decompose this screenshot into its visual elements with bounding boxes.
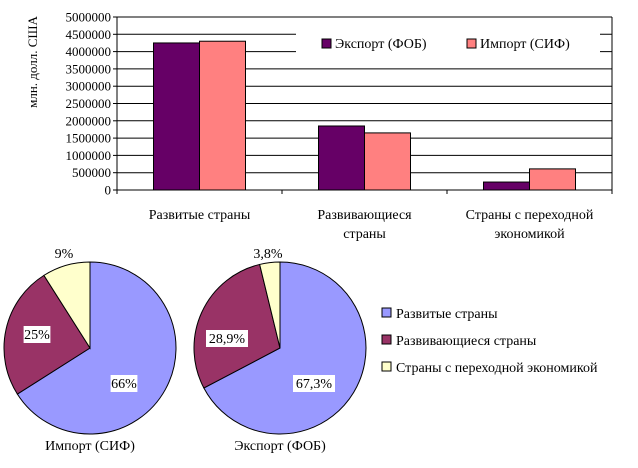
y-tick-label: 2000000: [66, 113, 112, 128]
pie-title: Импорт (СИФ): [45, 439, 135, 454]
pie-chart-import: 66% 25% 9% Импорт (СИФ): [3, 247, 177, 454]
y-tick-label: 4500000: [66, 27, 112, 42]
x-category-label: Развивающиеся: [317, 208, 412, 223]
data-label-bg: [293, 375, 335, 392]
pie-slice: [193, 263, 281, 389]
legend-label: Развитые страны: [396, 307, 498, 322]
pie-title: Экспорт (ФОБ): [234, 439, 326, 454]
legend-swatch: [321, 38, 332, 49]
data-label-bg: [23, 326, 51, 343]
legend-label: Импорт (СИФ): [480, 37, 570, 52]
bar-legend: Экспорт (ФОБ) Импорт (СИФ): [296, 24, 600, 66]
y-tick-label: 1000000: [66, 148, 112, 163]
legend-swatch: [466, 38, 477, 49]
bar: [318, 125, 365, 191]
pie-chart-export: 67,3% 28,9% 3,8% Экспорт (ФОБ): [193, 247, 367, 454]
legend-swatch: [381, 334, 392, 345]
pie-slice: [259, 261, 281, 349]
pie-legend: Развитые страны Развивающиеся страны Стран…: [381, 307, 598, 376]
data-label: 66%: [111, 377, 137, 392]
legend-label: Страны с переходной экономикой: [396, 361, 598, 376]
data-label: 25%: [24, 328, 50, 343]
y-tick-label: 4000000: [66, 44, 112, 59]
bar: [364, 132, 411, 191]
pie-slice: [43, 261, 91, 350]
bar: [483, 181, 530, 191]
x-category-labels: Развитые страны Развивающиеся страны Страны…: [149, 208, 594, 242]
data-label: 67,3%: [296, 377, 333, 392]
x-category-label: Развитые страны: [149, 208, 251, 223]
bar: [529, 168, 576, 191]
y-tick-label: 5000000: [66, 10, 112, 25]
y-tick-label: 3000000: [66, 79, 112, 94]
legend-box: [296, 24, 600, 66]
y-tick-label: 3500000: [66, 61, 112, 76]
bar: [199, 40, 246, 191]
data-label: 28,9%: [209, 332, 246, 347]
x-category-label: экономикой: [494, 227, 565, 242]
y-tick-label: 1500000: [66, 131, 112, 146]
legend-label: Экспорт (ФОБ): [335, 37, 427, 52]
bar: [153, 42, 200, 191]
y-tick-label: 0: [105, 183, 112, 198]
y-tick-label: 2500000: [66, 96, 112, 111]
data-label-bg: [110, 375, 138, 392]
y-axis-label: млн. долл. США: [25, 16, 40, 108]
x-category-label: Страны с переходной: [466, 208, 594, 223]
data-label-bg: [206, 330, 248, 347]
bar-chart: млн. долл. США 0 500000 1000000 1500000 2000…: [25, 10, 613, 242]
x-category-label: страны: [343, 227, 386, 242]
y-tick-label: 500000: [72, 165, 111, 180]
legend-swatch: [381, 307, 392, 318]
data-label: 3,8%: [253, 247, 283, 262]
legend-swatch: [381, 361, 392, 372]
y-tick-labels: 0 500000 1000000 1500000 2000000 2500000 30000…: [66, 10, 112, 198]
bar-marks: [153, 40, 576, 191]
legend-label: Развивающиеся страны: [396, 334, 537, 349]
data-label: 9%: [55, 247, 74, 262]
